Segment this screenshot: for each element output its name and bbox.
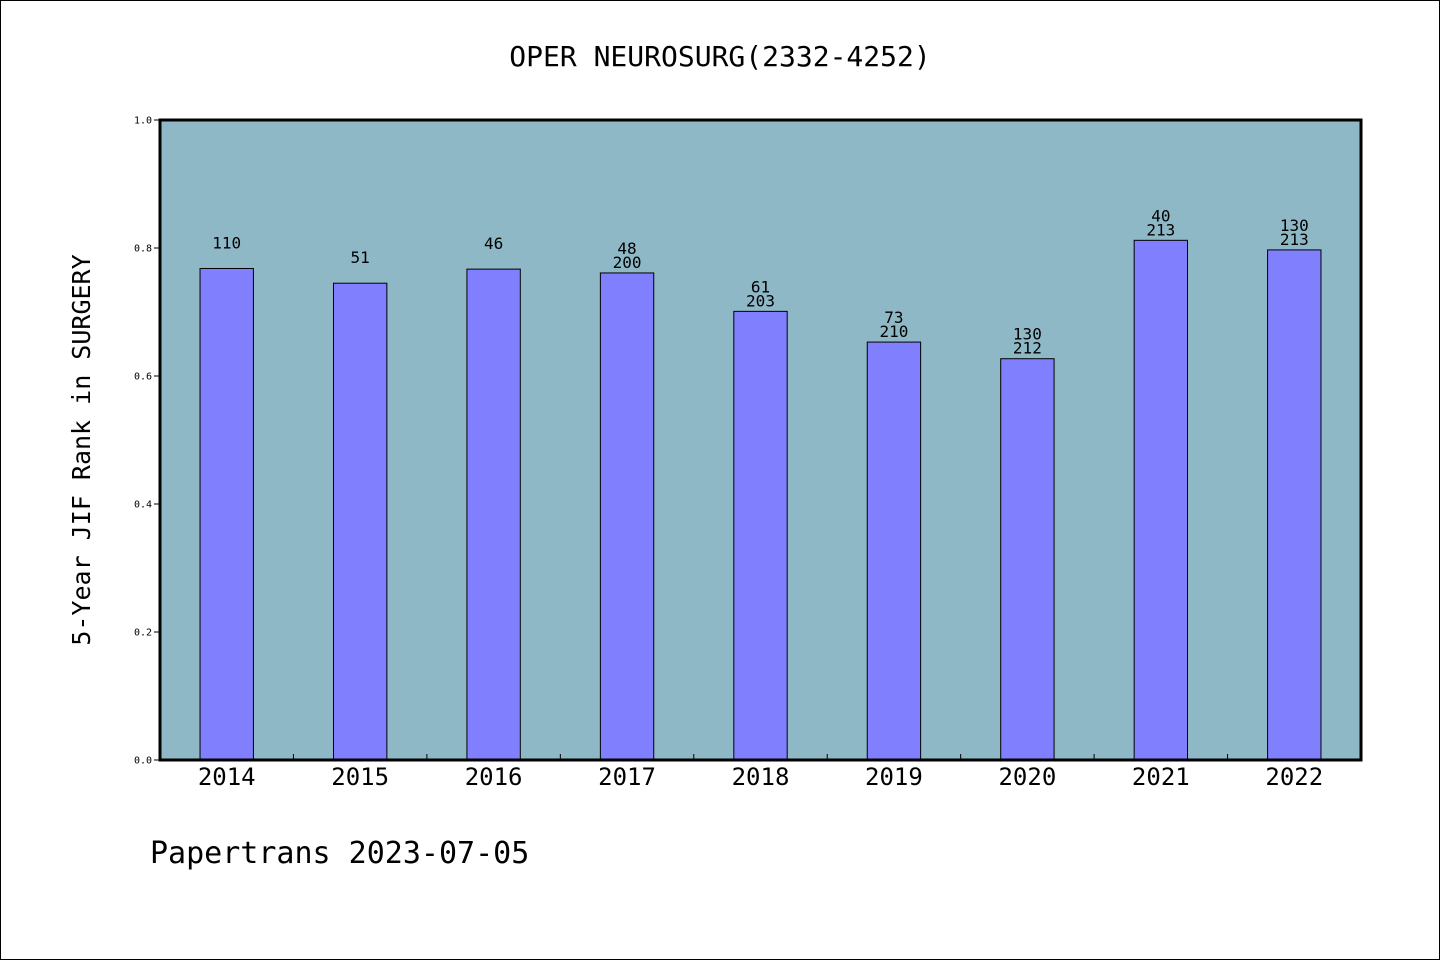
x-tick-label: 2018 [732,763,790,791]
y-axis-label: 5-Year JIF Rank in SURGERY [67,254,96,645]
x-tick-label: 2019 [865,763,923,791]
data-label-total: 210 [879,322,908,341]
x-tick-label: 2015 [331,763,389,791]
data-label-rank: 73 [884,308,903,327]
data-label-rank: 48 [617,239,636,258]
x-tick-label: 2021 [1132,763,1190,791]
y-tick-label: 0.6 [134,372,152,383]
bar [1133,239,1189,761]
bar [1267,249,1322,761]
data-label-total: 203 [746,291,775,310]
data-label: 110 [212,233,241,252]
data-label-rank: 61 [751,277,770,296]
bar [332,282,388,761]
y-tick-label: 0.8 [134,244,152,255]
x-tick-label: 2020 [998,763,1056,791]
data-label-total: 213 [1280,230,1309,249]
chart-marks: 0.00.20.40.60.81.01102014512015462016482… [134,116,1323,792]
plot-border [158,118,1363,762]
data-label-rank: 130 [1013,325,1042,344]
x-tick-label: 2017 [598,763,656,791]
footer-text: Papertrans 2023-07-05 [150,836,529,871]
data-label: 46 [484,234,503,253]
data-label-total: 200 [613,253,642,272]
y-tick-label: 0.2 [134,628,152,639]
bar [466,268,521,761]
data-label-rank: 40 [1151,206,1170,225]
y-tick-label: 0.4 [134,500,152,511]
x-tick-label: 2014 [198,763,256,791]
bar [599,272,655,761]
y-tick-label: 1.0 [134,116,152,127]
x-tick-label: 2022 [1265,763,1323,791]
bar [1000,358,1055,761]
data-label-total: 212 [1013,339,1042,358]
data-label-rank: 130 [1280,216,1309,235]
chart-title: OPER NEUROSURG(2332-4252) [509,40,930,73]
data-label-total: 213 [1146,220,1175,239]
bar [199,267,254,761]
data-label: 51 [351,248,370,267]
bar [733,310,788,761]
bar [866,341,922,761]
x-tick-label: 2016 [465,763,523,791]
y-tick-label: 0.0 [134,756,152,767]
